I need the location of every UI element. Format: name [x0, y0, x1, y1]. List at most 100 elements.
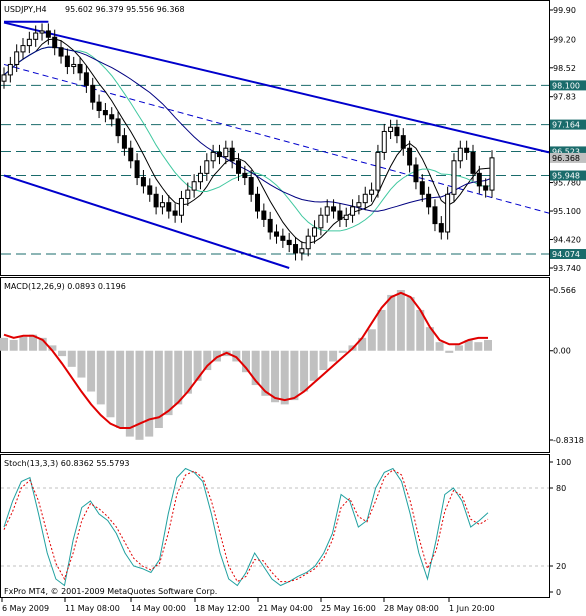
- candle-body[interactable]: [128, 147, 134, 162]
- candle-body[interactable]: [483, 185, 489, 191]
- macd-histogram-bar: [38, 337, 47, 351]
- candle-body[interactable]: [375, 151, 381, 191]
- candle-body[interactable]: [83, 72, 89, 86]
- candle-body[interactable]: [407, 147, 413, 166]
- candle-body[interactable]: [166, 202, 172, 212]
- stoch-signal-line[interactable]: [3, 469, 489, 583]
- candle-body[interactable]: [178, 197, 184, 216]
- symbol-title: USDJPY,H4: [4, 5, 47, 14]
- candle-body[interactable]: [134, 160, 140, 179]
- candle-body[interactable]: [191, 181, 197, 191]
- candle-body[interactable]: [305, 235, 311, 250]
- macd-histogram-bar: [445, 350, 454, 353]
- candle-body[interactable]: [394, 126, 400, 137]
- candle-body[interactable]: [14, 51, 20, 65]
- candle-body[interactable]: [216, 151, 222, 158]
- candle-body[interactable]: [343, 214, 349, 220]
- candle-body[interactable]: [432, 206, 438, 225]
- candle-body[interactable]: [489, 157, 495, 191]
- candle-body[interactable]: [33, 32, 39, 40]
- candle-body[interactable]: [26, 38, 32, 47]
- candle-body[interactable]: [286, 239, 292, 246]
- candle-body[interactable]: [388, 126, 394, 132]
- candle-body[interactable]: [261, 210, 267, 220]
- candle-body[interactable]: [445, 193, 451, 233]
- candle-body[interactable]: [147, 185, 153, 195]
- candle-body[interactable]: [223, 147, 229, 158]
- time-axis-label: 28 May 08:00: [384, 604, 439, 613]
- candle-body[interactable]: [356, 202, 362, 208]
- candle-body[interactable]: [350, 206, 356, 216]
- candle-body[interactable]: [235, 160, 241, 174]
- candle-body[interactable]: [299, 248, 305, 254]
- stochastic-pane[interactable]: [0, 454, 550, 598]
- candle-body[interactable]: [426, 193, 432, 208]
- candle-body[interactable]: [96, 101, 102, 112]
- candle-body[interactable]: [121, 135, 127, 149]
- candle-body[interactable]: [1, 74, 7, 82]
- candle-body[interactable]: [45, 30, 51, 38]
- candle-body[interactable]: [419, 181, 425, 195]
- candle-body[interactable]: [71, 63, 77, 68]
- macd-histogram-bar: [87, 350, 96, 392]
- candle-body[interactable]: [39, 30, 45, 34]
- candle-body[interactable]: [293, 244, 299, 254]
- candle-body[interactable]: [109, 114, 115, 120]
- candle-body[interactable]: [400, 135, 406, 149]
- candle-body[interactable]: [153, 193, 159, 208]
- candle-body[interactable]: [464, 147, 470, 153]
- candle-body[interactable]: [242, 172, 248, 179]
- candle-body[interactable]: [90, 84, 96, 103]
- candle-body[interactable]: [267, 218, 273, 233]
- stoch-main-line[interactable]: [3, 467, 489, 587]
- ma-long-line[interactable]: [3, 46, 493, 212]
- candle-body[interactable]: [52, 36, 58, 49]
- ma-slow-line[interactable]: [3, 38, 493, 244]
- candle-body[interactable]: [369, 189, 375, 195]
- candle-body[interactable]: [140, 177, 146, 187]
- macd-histogram-bar: [48, 345, 57, 351]
- macd-histogram-bar: [242, 350, 250, 373]
- candle-body[interactable]: [229, 147, 235, 162]
- candle-body[interactable]: [210, 151, 216, 162]
- candle-body[interactable]: [172, 210, 178, 216]
- candle-body[interactable]: [381, 130, 387, 153]
- channel-upper-line[interactable]: [3, 21, 550, 154]
- candle-body[interactable]: [337, 210, 343, 220]
- candle-body[interactable]: [185, 189, 191, 199]
- candle-body[interactable]: [102, 110, 108, 116]
- candle-body[interactable]: [255, 193, 261, 212]
- candle-body[interactable]: [20, 45, 26, 53]
- candle-body[interactable]: [7, 63, 13, 76]
- candle-body[interactable]: [318, 214, 324, 229]
- candle-body[interactable]: [451, 160, 457, 195]
- candle-body[interactable]: [197, 172, 203, 183]
- time-axis-label: 14 May 00:00: [131, 604, 186, 613]
- candle-body[interactable]: [58, 47, 64, 57]
- candle-body[interactable]: [476, 172, 482, 187]
- candle-body[interactable]: [274, 231, 280, 237]
- candle-body[interactable]: [331, 206, 337, 212]
- ma-fast-line[interactable]: [3, 46, 493, 232]
- candle-body[interactable]: [457, 147, 463, 162]
- candle-body[interactable]: [204, 160, 210, 174]
- macd-signal-line[interactable]: [3, 291, 488, 430]
- candle-body[interactable]: [248, 177, 254, 195]
- channel-lower-line[interactable]: [3, 174, 290, 269]
- candle-body[interactable]: [312, 227, 318, 237]
- candle-body[interactable]: [470, 151, 476, 174]
- price-axis-label: 98.52: [553, 64, 576, 73]
- candle-body[interactable]: [159, 202, 165, 208]
- candle-body[interactable]: [115, 118, 121, 137]
- macd-histogram-bar: [135, 350, 144, 440]
- macd-histogram-bar: [29, 334, 38, 351]
- candle-body[interactable]: [77, 63, 83, 74]
- candle-body[interactable]: [64, 55, 70, 68]
- candle-body[interactable]: [438, 223, 444, 233]
- candle-body[interactable]: [362, 193, 368, 204]
- candle-body[interactable]: [413, 164, 419, 183]
- candle-body[interactable]: [324, 206, 330, 216]
- candle-body[interactable]: [280, 235, 286, 241]
